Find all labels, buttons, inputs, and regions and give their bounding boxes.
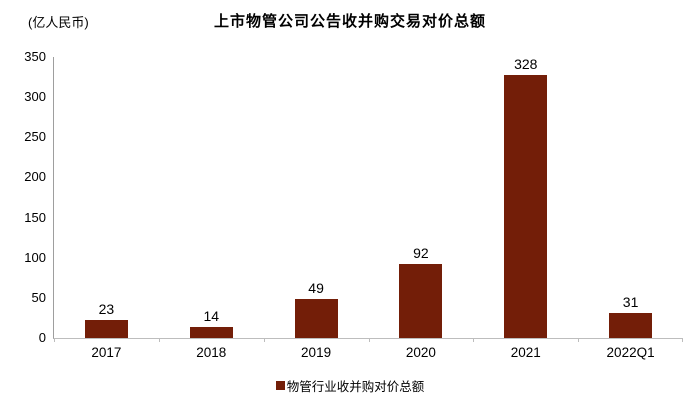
- x-category-label: 2018: [196, 345, 227, 360]
- bar-value-label: 49: [308, 280, 324, 296]
- bar-value-label: 23: [98, 301, 115, 317]
- y-tick-label: 50: [31, 289, 46, 305]
- x-tick-mark: [368, 338, 370, 342]
- y-tick-label: 350: [24, 49, 46, 64]
- bar-2017: [84, 320, 128, 338]
- bar-value-label: 31: [622, 294, 639, 310]
- x-category-label: 2020: [405, 345, 436, 360]
- legend-label: 物管行业收并购对价总额: [286, 380, 425, 394]
- x-category-label: 2022Q1: [606, 345, 655, 360]
- x-tick-mark: [578, 338, 580, 342]
- y-tick-label: 150: [24, 209, 46, 225]
- x-tick-mark: [263, 338, 265, 342]
- bar-2018: [189, 327, 233, 338]
- x-tick-mark: [54, 338, 55, 342]
- x-category-label: 2021: [510, 345, 541, 360]
- legend-swatch-icon: [275, 381, 285, 390]
- y-axis-unit-label: (亿人民币): [28, 15, 89, 30]
- bar-2022Q1: [609, 313, 653, 338]
- y-tick-label: 300: [24, 89, 46, 105]
- bar-2019: [294, 299, 338, 338]
- y-tick-label: 100: [24, 249, 46, 265]
- x-category-label: 2019: [301, 345, 332, 360]
- legend: 物管行业收并购对价总额: [0, 376, 700, 395]
- x-tick-mark: [473, 338, 475, 342]
- bar-value-label: 14: [203, 308, 220, 324]
- plot-area: 23 2017 14 2018 49 2019 92 2020 328 2021 31 2022Q1: [53, 56, 683, 360]
- x-tick-mark: [682, 338, 683, 342]
- y-tick-label: 250: [24, 129, 46, 145]
- y-tick-label: 200: [24, 169, 46, 185]
- chart-title: 上市物管公司公告收并购交易对价总额: [213, 13, 486, 30]
- x-tick-mark: [158, 338, 160, 342]
- bar-2021: [504, 75, 548, 338]
- bar-value-label: 92: [413, 245, 429, 261]
- y-tick-label: 0: [38, 330, 46, 345]
- x-category-label: 2017: [91, 345, 122, 360]
- bar-2020: [399, 264, 443, 338]
- bar-value-label: 328: [514, 56, 538, 72]
